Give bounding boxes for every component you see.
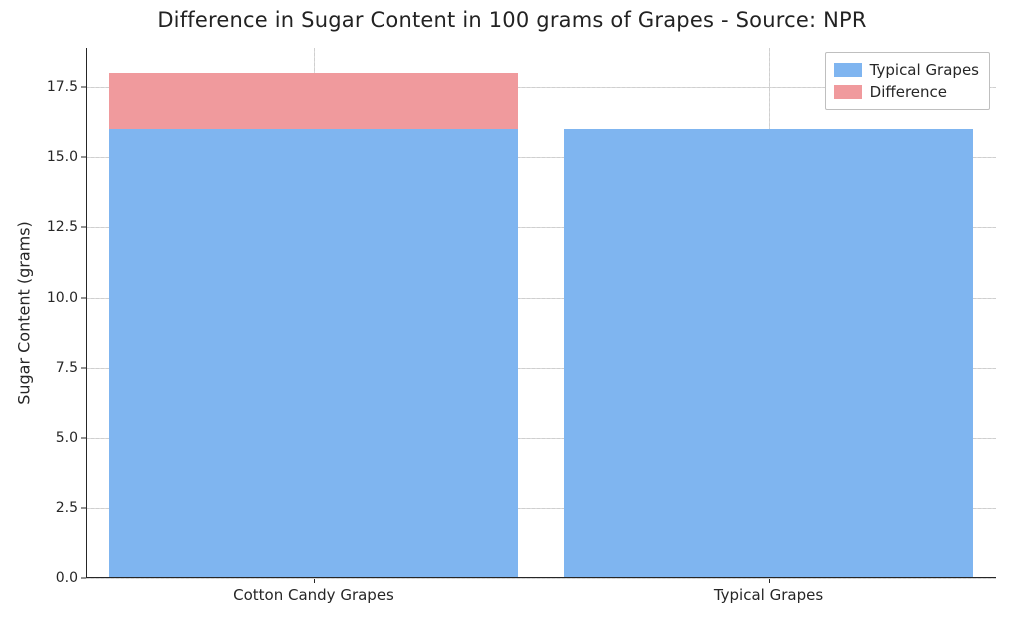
y-tick-label: 15.0 <box>47 149 78 165</box>
legend-label: Typical Grapes <box>870 59 979 81</box>
bar-segment <box>564 129 974 578</box>
plot-area: Cotton Candy GrapesTypical Grapes0.02.55… <box>86 48 996 578</box>
y-tick-label: 2.5 <box>56 500 78 516</box>
legend-label: Difference <box>870 81 947 103</box>
legend-swatch <box>834 63 862 77</box>
legend: Typical GrapesDifference <box>825 52 990 110</box>
x-tick-label: Typical Grapes <box>714 586 823 604</box>
y-tick-label: 10.0 <box>47 290 78 306</box>
gridline-horizontal <box>86 578 996 579</box>
x-tick-label: Cotton Candy Grapes <box>233 586 394 604</box>
figure: Difference in Sugar Content in 100 grams… <box>0 0 1024 627</box>
legend-item: Typical Grapes <box>834 59 979 81</box>
y-axis-label: Sugar Content (grams) <box>15 221 34 405</box>
legend-item: Difference <box>834 81 979 103</box>
y-tick-label: 0.0 <box>56 570 78 586</box>
chart-title: Difference in Sugar Content in 100 grams… <box>0 8 1024 32</box>
y-tick-label: 7.5 <box>56 360 78 376</box>
y-tick-label: 5.0 <box>56 430 78 446</box>
y-tick-label: 17.5 <box>47 79 78 95</box>
bar-segment <box>109 129 519 578</box>
bar-segment <box>109 73 519 129</box>
legend-swatch <box>834 85 862 99</box>
x-axis-spine <box>86 577 996 578</box>
y-tick-label: 12.5 <box>47 219 78 235</box>
y-axis-spine <box>86 48 87 578</box>
